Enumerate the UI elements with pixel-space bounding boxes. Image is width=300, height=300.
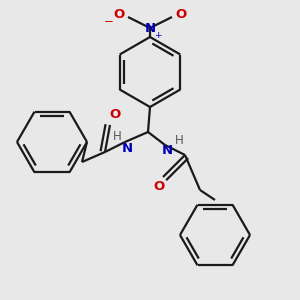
Text: O: O [113,8,124,20]
Text: N: N [122,142,133,154]
Text: −: − [104,16,114,28]
Text: O: O [110,109,121,122]
Text: H: H [112,130,122,143]
Text: N: N [144,22,156,34]
Text: +: + [154,31,162,40]
Text: O: O [176,8,187,20]
Text: O: O [153,179,165,193]
Text: H: H [175,134,183,148]
Text: N: N [161,143,172,157]
